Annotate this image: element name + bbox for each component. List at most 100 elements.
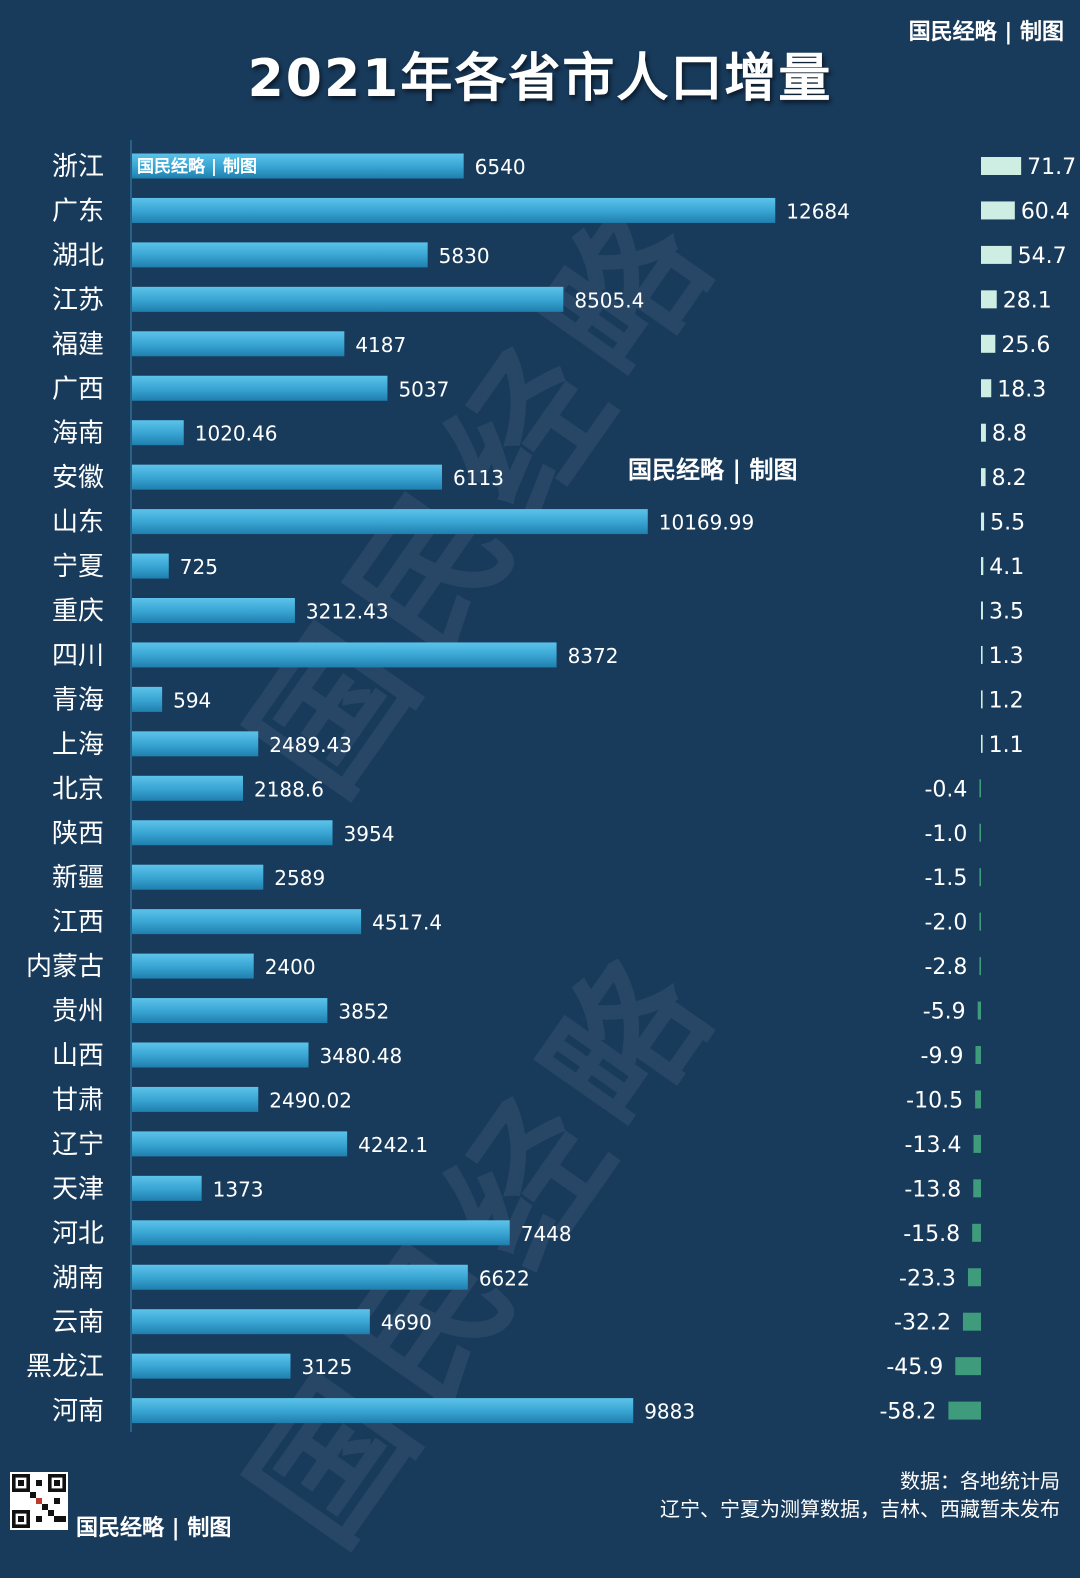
increment-value-label: 71.7 <box>1027 155 1076 180</box>
population-value-label: 725 <box>180 555 218 579</box>
data-source: 数据：各地统计局 <box>900 1469 1060 1493</box>
population-value-label: 12684 <box>786 199 850 223</box>
population-bar <box>132 286 564 312</box>
population-value-label: 8372 <box>568 644 619 668</box>
category-label: 浙江 <box>52 152 104 182</box>
increment-bar <box>955 1357 981 1376</box>
increment-bar <box>981 512 985 531</box>
population-bar <box>132 953 254 979</box>
increment-bar <box>981 645 983 664</box>
population-bar <box>132 598 295 623</box>
increment-bar <box>981 468 986 487</box>
population-value-label: 3480.48 <box>320 1044 403 1068</box>
increment-bar <box>979 779 981 798</box>
increment-bar <box>967 1268 981 1287</box>
increment-bar <box>981 334 996 353</box>
increment-bar <box>979 823 981 842</box>
increment-bar <box>981 290 997 309</box>
population-value-label: 1020.46 <box>195 422 278 446</box>
population-bar-chart: 浙江 6540 71.7 广东 12684 60.4 湖北 5830 54.7 江苏 8505.4 2… <box>26 140 1076 1432</box>
increment-bar <box>979 957 981 976</box>
category-label: 四川 <box>52 641 104 671</box>
population-value-label: 2589 <box>274 866 325 890</box>
category-label: 甘肃 <box>52 1085 104 1115</box>
increment-value-label: -2.8 <box>924 955 967 980</box>
population-bar <box>132 1131 348 1157</box>
population-value-label: 4242.1 <box>358 1133 428 1157</box>
population-bar <box>132 1398 634 1424</box>
increment-bar <box>981 201 1015 220</box>
brand-label: 国民经略 | 制图 <box>137 157 258 177</box>
category-label: 云南 <box>52 1308 104 1338</box>
population-value-label: 4517.4 <box>372 911 442 935</box>
increment-value-label: -10.5 <box>906 1088 963 1113</box>
category-label: 福建 <box>52 330 104 360</box>
increment-value-label: -0.4 <box>924 777 967 802</box>
population-value-label: 10169.99 <box>659 511 754 535</box>
category-label: 天津 <box>52 1174 104 1204</box>
increment-bar <box>975 1090 981 1109</box>
category-label: 海南 <box>52 419 104 449</box>
increment-value-label: 8.2 <box>992 466 1027 491</box>
population-value-label: 2400 <box>265 955 316 979</box>
population-value-label: 6113 <box>453 466 504 490</box>
category-label: 新疆 <box>52 863 104 893</box>
population-bar <box>132 1220 510 1246</box>
population-bar <box>132 1309 370 1335</box>
increment-value-label: -1.5 <box>924 866 967 891</box>
increment-bar <box>972 1223 981 1242</box>
category-label: 湖南 <box>52 1263 104 1293</box>
data-note: 辽宁、宁夏为测算数据，吉林、西藏暂未发布 <box>660 1497 1060 1521</box>
increment-bar <box>948 1401 981 1420</box>
increment-value-label: -2.0 <box>924 911 967 936</box>
increment-value-label: 18.3 <box>997 377 1046 402</box>
population-value-label: 1373 <box>213 1177 264 1201</box>
category-label: 重庆 <box>52 597 104 627</box>
category-label: 上海 <box>52 730 104 760</box>
population-bar <box>132 998 328 1024</box>
increment-value-label: 28.1 <box>1003 288 1052 313</box>
population-value-label: 6622 <box>479 1266 530 1290</box>
category-label: 辽宁 <box>52 1130 104 1160</box>
category-label: 江西 <box>52 908 104 938</box>
population-bar <box>132 375 388 401</box>
increment-value-label: -5.9 <box>923 1000 966 1025</box>
population-value-label: 5037 <box>398 377 449 401</box>
increment-value-label: 1.3 <box>989 644 1024 669</box>
increment-value-label: 60.4 <box>1021 199 1070 224</box>
increment-value-label: 8.8 <box>992 422 1027 447</box>
increment-bar <box>981 157 1022 175</box>
population-value-label: 3125 <box>301 1355 352 1379</box>
increment-bar <box>981 379 992 398</box>
chart-title: 2021年各省市人口增量 <box>247 49 833 109</box>
population-value-label: 7448 <box>521 1222 572 1246</box>
population-bar <box>132 909 362 935</box>
population-value-label: 2188.6 <box>254 777 324 801</box>
increment-bar <box>981 734 983 753</box>
increment-value-label: 5.5 <box>990 511 1025 536</box>
increment-bar <box>981 690 983 709</box>
category-label: 黑龙江 <box>26 1352 104 1382</box>
increment-bar <box>979 912 981 931</box>
increment-value-label: 1.2 <box>989 688 1024 713</box>
population-bar <box>132 1353 291 1379</box>
increment-value-label: 3.5 <box>989 600 1024 625</box>
population-bar <box>132 420 184 446</box>
increment-bar <box>962 1312 981 1331</box>
population-value-label: 2490.02 <box>269 1088 352 1112</box>
population-value-label: 6540 <box>475 155 526 179</box>
population-bar <box>132 642 557 668</box>
category-label: 陕西 <box>52 819 104 849</box>
category-label: 青海 <box>52 685 104 715</box>
increment-value-label: -32.2 <box>894 1311 951 1336</box>
population-value-label: 2489.43 <box>269 733 352 757</box>
increment-bar <box>975 1046 981 1064</box>
population-value-label: 594 <box>173 688 211 712</box>
population-bar <box>132 242 428 268</box>
population-bar <box>132 1086 259 1112</box>
qr-code-icon <box>10 1472 68 1530</box>
category-label: 广西 <box>52 374 104 404</box>
population-value-label: 4690 <box>381 1311 432 1335</box>
population-bar <box>132 1175 202 1201</box>
increment-value-label: -58.2 <box>879 1400 936 1425</box>
